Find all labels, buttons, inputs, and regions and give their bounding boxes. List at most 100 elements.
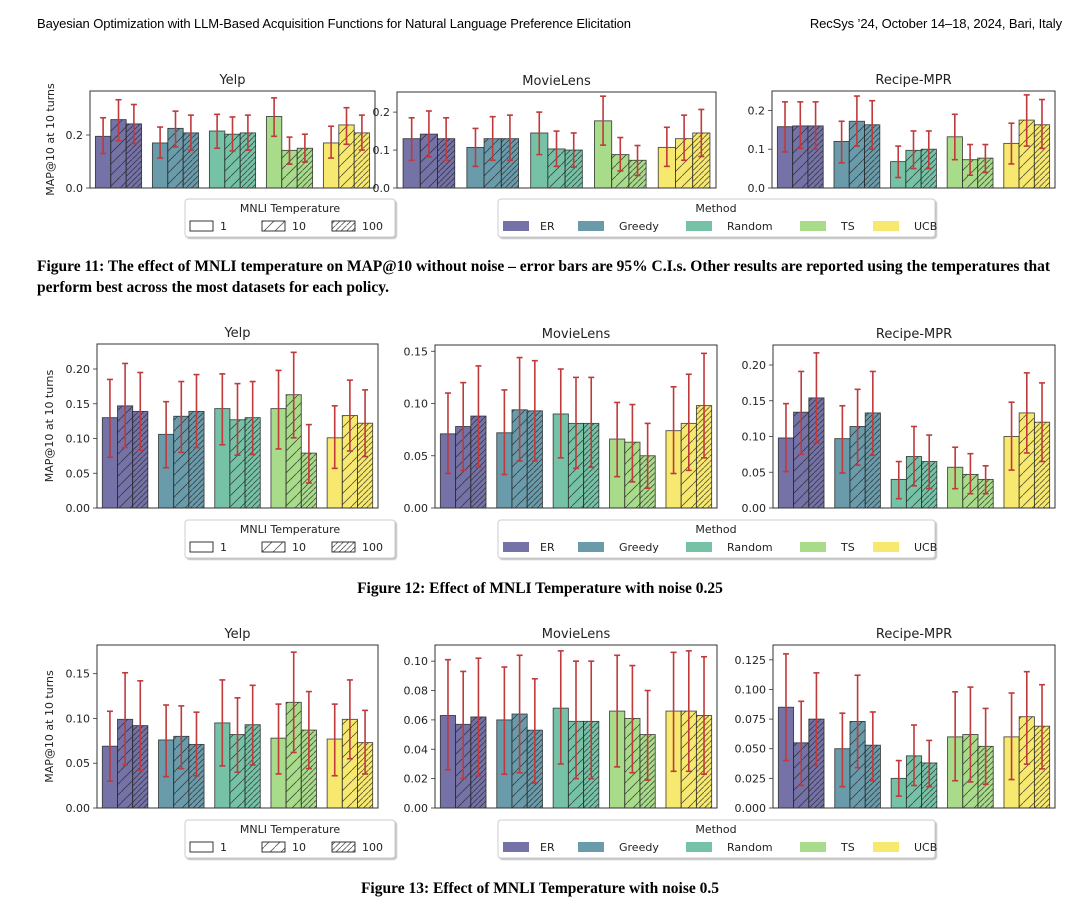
y-tick-label: 0.05	[742, 466, 767, 479]
bar-hatch-t10	[675, 138, 693, 188]
bar-hatch-t100	[1034, 124, 1050, 188]
method-swatch-greedy	[578, 221, 604, 231]
y-tick-label: 0.06	[404, 714, 429, 727]
figure-11-caption: Figure 11: The effect of MNLI temperatur…	[37, 258, 1051, 296]
y-tick-label: 0.05	[404, 450, 429, 463]
panel-title: Yelp	[223, 326, 250, 341]
bar-hatch-t100	[808, 397, 825, 508]
y-tick-label: 0.05	[66, 757, 91, 770]
y-tick-label: 0.02	[404, 773, 429, 786]
method-swatch-ts	[800, 842, 826, 852]
axes-frame	[96, 644, 379, 809]
method-legend: Method ER Greedy Random TS UCB	[497, 198, 937, 238]
bar-hatch-t100	[357, 423, 373, 508]
y-tick-label: 0.00	[404, 802, 429, 815]
method-swatch-ts	[800, 221, 826, 231]
method-swatch-greedy	[578, 542, 604, 552]
method-label: Greedy	[619, 841, 659, 854]
legend-title: MNLI Temperature	[240, 823, 341, 836]
y-tick-label: 0.025	[735, 772, 767, 785]
legend-title: MNLI Temperature	[240, 523, 341, 536]
legend-title: Method	[695, 202, 736, 215]
bar-hatch-t100	[501, 138, 519, 188]
bar-hatch-t100	[1034, 422, 1050, 508]
bar-hatch-t100	[126, 123, 142, 188]
figure-12-caption: Figure 12: Effect of MNLI Temperature wi…	[357, 580, 723, 597]
method-swatch-greedy	[578, 842, 604, 852]
y-tick-label: 0.20	[742, 359, 767, 372]
running-head-venue: RecSys ’24, October 14–18, 2024, Bari, I…	[809, 16, 1062, 31]
bar-hatch-t10	[849, 426, 866, 508]
bar-hatch-t10	[342, 415, 358, 508]
panel-title: MovieLens	[522, 74, 591, 89]
bar-hatch-t10	[338, 124, 355, 188]
bar-hatch-t100	[692, 132, 710, 188]
y-axis-label: MAP@10 at 10 turns	[44, 83, 57, 196]
method-label: Random	[727, 541, 773, 554]
bar-hatch-t10	[547, 148, 566, 188]
bar-hatch-t10	[173, 736, 189, 808]
temperature-label: 10	[292, 841, 306, 854]
bar-hatch-t10	[793, 412, 809, 508]
bar-hatch-t10	[224, 134, 241, 188]
y-tick-label: 0.05	[66, 467, 91, 480]
y-tick-label: 0.2	[66, 129, 84, 142]
axes-frame	[434, 644, 718, 809]
bar-hatch-t100	[245, 417, 261, 508]
y-tick-label: 0.2	[748, 104, 766, 117]
bar-hatch-t100	[132, 411, 148, 508]
axes-frame	[96, 343, 379, 509]
method-legend: Method ER Greedy Random TS UCB	[497, 519, 937, 559]
y-tick-label: 0.125	[735, 654, 767, 667]
y-tick-label: 0.00	[66, 502, 91, 515]
method-label: Random	[727, 841, 773, 854]
method-swatch-ucb	[873, 842, 899, 852]
panel-title: Recipe-MPR	[876, 627, 952, 642]
method-label: Greedy	[619, 541, 659, 554]
bar-hatch-t100	[245, 724, 261, 808]
y-tick-label: 0.0	[748, 182, 766, 195]
method-label: ER	[540, 220, 555, 233]
temperature-swatch-hatch	[332, 221, 355, 231]
bar-hatch-t10	[420, 134, 438, 188]
axes-frame	[396, 91, 717, 189]
bar-hatch-t10	[849, 121, 865, 188]
axes-frame	[771, 90, 1056, 189]
legend-title: Method	[695, 523, 736, 536]
bar-hatch-t100	[807, 125, 824, 188]
y-tick-label: 0.075	[735, 713, 767, 726]
method-swatch-ucb	[873, 221, 899, 231]
bar-hatch-t10	[286, 394, 302, 508]
y-axis-label: MAP@10 at 10 turns	[43, 670, 56, 783]
panel-title: Recipe-MPR	[876, 327, 952, 342]
temperature-legend: MNLI Temperature 1 10 100	[184, 198, 396, 238]
bar-hatch-t10	[484, 138, 502, 188]
y-tick-label: 0.15	[742, 395, 767, 408]
panel-title: Recipe-MPR	[875, 73, 951, 88]
temperature-legend: MNLI Temperature 1 10 100	[184, 819, 396, 859]
bar-hatch-t100	[240, 132, 256, 188]
bar-hatch-t100	[297, 148, 313, 188]
method-label: TS	[840, 220, 855, 233]
method-swatch-random	[686, 221, 712, 231]
method-swatch-random	[686, 842, 712, 852]
temperature-legend: MNLI Temperature 1 10 100	[184, 519, 396, 559]
bar-hatch-t10	[342, 719, 358, 808]
y-tick-label: 0.00	[66, 802, 91, 815]
chart-panel-5: Recipe-MPR 0.00 0.05 0.10 0.15 0.20	[742, 327, 1056, 515]
bar-hatch-t100	[357, 742, 373, 808]
y-tick-label: 0.04	[404, 743, 429, 756]
chart-panel-2: Recipe-MPR 0.0 0.1 0.2	[748, 73, 1056, 195]
y-tick-label: 0.000	[735, 802, 767, 815]
method-legend: Method ER Greedy Random TS UCB	[497, 819, 937, 859]
axes-frame	[434, 344, 718, 509]
y-tick-label: 0.00	[404, 502, 429, 515]
figure-13-caption: Figure 13: Effect of MNLI Temperature wi…	[360, 880, 720, 897]
method-label: UCB	[914, 841, 937, 854]
bar-hatch-t10	[1019, 120, 1035, 188]
chart-panel-6: Yelp MAP@10 at 10 turns 0.00 0.05 0.10 0.15	[43, 627, 379, 815]
temperature-label: 1	[220, 541, 227, 554]
y-axis-label: MAP@10 at 10 turns	[43, 369, 56, 482]
running-head-title: Bayesian Optimization with LLM-Based Acq…	[37, 16, 631, 31]
y-tick-label: 0.0	[66, 182, 84, 195]
